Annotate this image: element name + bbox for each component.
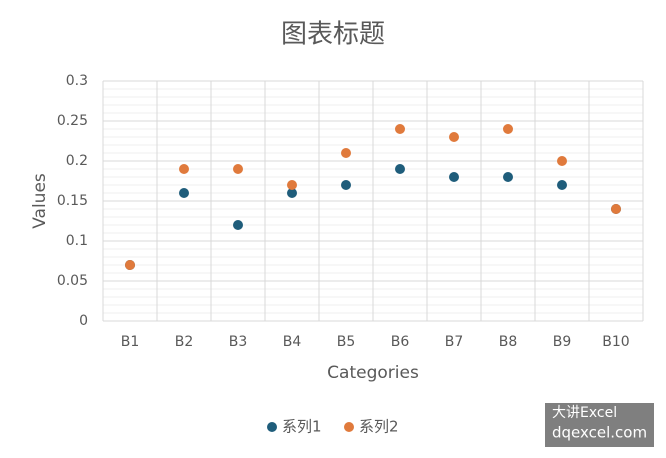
point (287, 180, 297, 190)
legend-label: 系列2 (359, 418, 399, 436)
y-tick-label: 0.15 (57, 193, 88, 209)
point (449, 132, 459, 142)
y-tick-label: 0.1 (66, 233, 88, 249)
point (503, 124, 513, 134)
x-tick-label: B1 (121, 334, 140, 350)
point (611, 204, 621, 214)
x-tick-label: B6 (391, 334, 410, 350)
point (287, 188, 297, 198)
x-tick-label: B8 (499, 334, 518, 350)
legend-label: 系列1 (282, 418, 322, 436)
point (179, 188, 189, 198)
point (503, 172, 513, 182)
chart-title: 图表标题 (281, 20, 385, 50)
x-tick-label: B7 (445, 334, 464, 350)
y-tick-label: 0.3 (66, 73, 88, 89)
point (179, 164, 189, 174)
point (341, 148, 351, 158)
y-tick-label: 0.2 (66, 153, 88, 169)
x-tick-label: B3 (229, 334, 248, 350)
point (233, 164, 243, 174)
x-tick-label: B10 (602, 334, 629, 350)
point (557, 180, 567, 190)
x-axis-title: Categories (327, 363, 419, 383)
point (125, 260, 135, 270)
y-tick-label: 0.05 (57, 273, 88, 289)
point (557, 156, 567, 166)
point (395, 124, 405, 134)
point (341, 180, 351, 190)
y-axis-title: Values (30, 173, 50, 229)
legend-marker (344, 422, 354, 432)
x-tick-label: B4 (283, 334, 302, 350)
x-tick-label: B2 (175, 334, 194, 350)
watermark-box (545, 403, 654, 447)
y-tick-label: 0 (79, 313, 88, 329)
watermark: dqexcel.com (552, 424, 647, 442)
watermark: 大讲Excel (552, 405, 617, 421)
y-tick-label: 0.25 (57, 113, 88, 129)
point (233, 220, 243, 230)
point (395, 164, 405, 174)
x-tick-label: B9 (553, 334, 572, 350)
point (449, 172, 459, 182)
x-tick-label: B5 (337, 334, 356, 350)
legend-marker (267, 422, 277, 432)
